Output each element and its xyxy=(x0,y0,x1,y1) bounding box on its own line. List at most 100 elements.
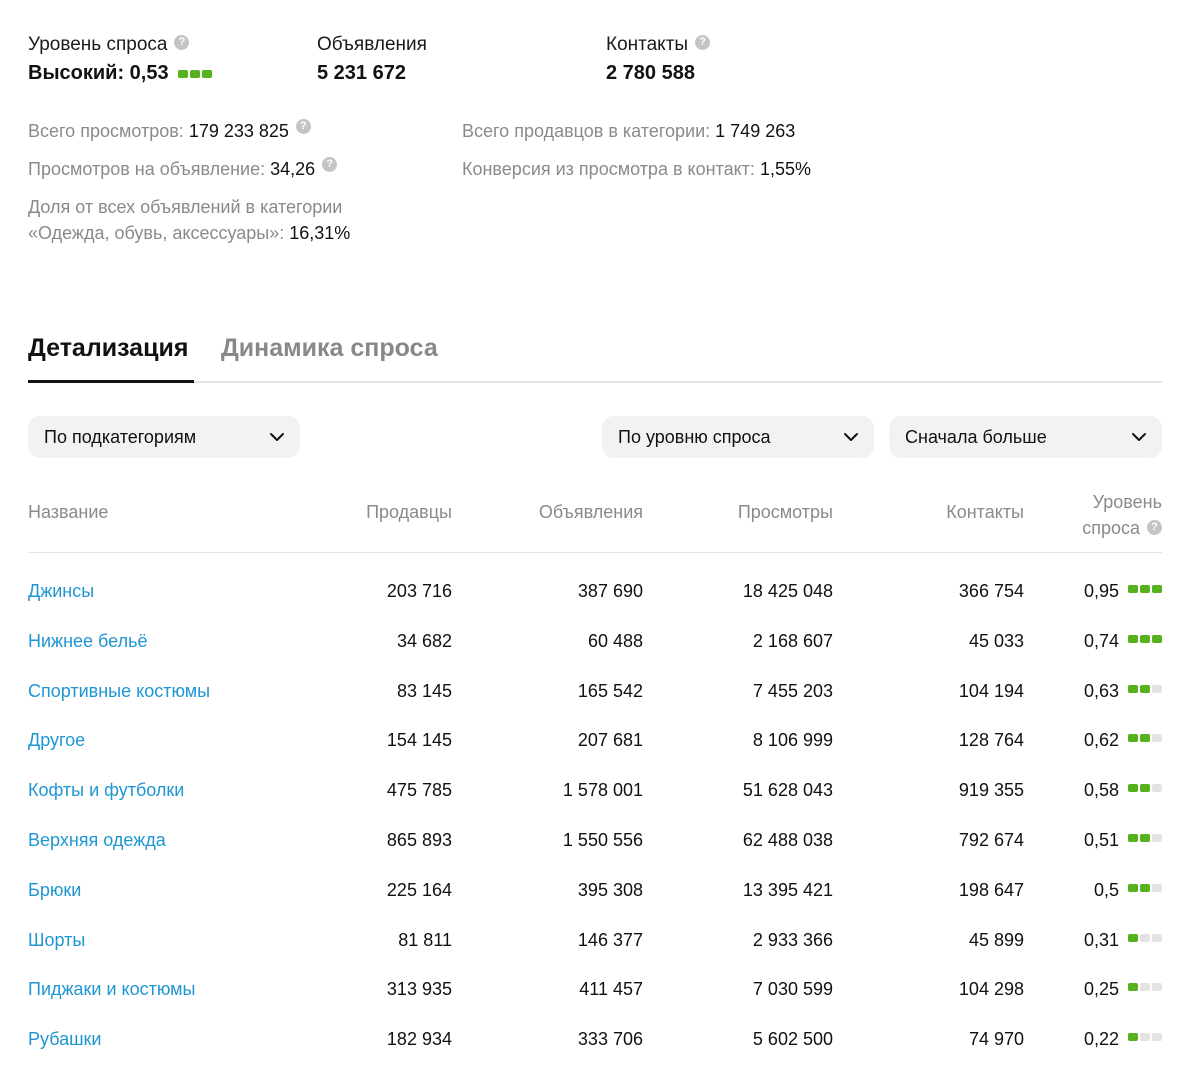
row-demand-indicator xyxy=(1128,734,1162,743)
row-listings: 1 578 001 xyxy=(562,780,643,801)
table-row: Верхняя одежда 865 893 1 550 556 62 488 … xyxy=(28,828,1162,878)
row-name-link[interactable]: Пиджаки и костюмы xyxy=(28,979,196,1000)
tab-details[interactable]: Детализация xyxy=(28,334,194,383)
row-demand-indicator xyxy=(1128,1033,1162,1042)
help-icon[interactable]: ? xyxy=(174,35,190,50)
row-contacts: 104 194 xyxy=(958,680,1024,701)
tab-demand-dynamics[interactable]: Динамика спроса xyxy=(221,334,438,362)
help-icon[interactable]: ? xyxy=(295,119,311,134)
demand-dot xyxy=(1128,1033,1138,1042)
row-sellers: 34 682 xyxy=(396,630,452,651)
row-demand-indicator xyxy=(1128,883,1162,892)
demand-summary: Уровень спроса? Высокий: 0,53 xyxy=(28,34,212,85)
row-views: 2 168 607 xyxy=(752,630,833,651)
column-header-sellers[interactable]: Продавцы xyxy=(366,502,452,522)
row-sellers: 182 934 xyxy=(386,1029,452,1050)
row-contacts: 45 033 xyxy=(968,630,1024,651)
row-demand-indicator xyxy=(1128,834,1162,842)
demand-dot xyxy=(1128,983,1138,992)
table-row: Кофты и футболки 475 785 1 578 001 51 62… xyxy=(28,778,1162,828)
demand-dot xyxy=(1128,734,1138,743)
row-listings: 146 377 xyxy=(577,929,643,950)
row-sellers: 83 145 xyxy=(396,680,452,701)
row-name-link[interactable]: Рубашки xyxy=(28,1029,102,1050)
help-icon[interactable]: ? xyxy=(695,35,711,50)
table-row: Брюки 225 164 395 308 13 395 421 198 647… xyxy=(28,878,1162,928)
row-listings: 1 550 556 xyxy=(562,830,643,850)
row-demand-value: 0,74 xyxy=(1083,630,1119,651)
demand-dot xyxy=(1152,634,1162,643)
table-row: Рубашки 182 934 333 706 5 602 500 74 970… xyxy=(28,1027,1162,1077)
row-name-link[interactable]: Брюки xyxy=(28,879,82,900)
column-header-views[interactable]: Просмотры xyxy=(737,502,833,522)
sort-field-select[interactable]: По уровню спроса xyxy=(602,416,874,458)
demand-dot xyxy=(1128,684,1138,693)
table-row: Шорты 81 811 146 377 2 933 366 45 899 0,… xyxy=(28,928,1162,978)
row-views: 51 628 043 xyxy=(742,780,833,801)
row-listings: 411 457 xyxy=(579,979,643,1000)
row-sellers: 865 893 xyxy=(386,830,452,850)
help-icon[interactable]: ? xyxy=(322,157,338,172)
row-contacts: 198 647 xyxy=(958,879,1024,900)
category-share-value: 16,31% xyxy=(289,223,351,243)
table-row: Нижнее бельё 34 682 60 488 2 168 607 45 … xyxy=(28,629,1162,679)
row-demand-indicator xyxy=(1128,585,1162,593)
row-demand-indicator xyxy=(1128,933,1162,942)
demand-label: Уровень спроса xyxy=(28,34,168,55)
help-icon[interactable]: ? xyxy=(1147,520,1162,535)
demand-dot xyxy=(1152,734,1162,743)
group-by-value: По подкатегориям xyxy=(44,427,197,447)
column-header-contacts[interactable]: Контакты xyxy=(946,502,1024,522)
demand-dot xyxy=(1128,834,1138,842)
row-name-link[interactable]: Спортивные костюмы xyxy=(28,680,211,701)
demand-dot xyxy=(201,69,212,78)
sort-order-select[interactable]: Сначала больше xyxy=(889,416,1162,458)
row-name-link[interactable]: Джинсы xyxy=(28,581,95,601)
contacts-label: Контакты xyxy=(606,34,689,55)
row-name-link[interactable]: Шорты xyxy=(28,929,86,950)
group-by-select[interactable]: По подкатегориям xyxy=(28,416,300,458)
demand-dot xyxy=(1152,585,1162,593)
demand-dot xyxy=(1128,585,1138,593)
demand-dot xyxy=(1140,684,1150,693)
demand-dot xyxy=(1152,784,1162,793)
table-row: Пиджаки и костюмы 313 935 411 457 7 030 … xyxy=(28,977,1162,1027)
table-row: Джинсы 203 716 387 690 18 425 048 366 75… xyxy=(28,579,1162,629)
row-name-link[interactable]: Верхняя одежда xyxy=(28,830,166,850)
listings-value: 5 231 672 xyxy=(317,62,406,84)
row-demand-value: 0,25 xyxy=(1083,979,1119,1000)
demand-dot xyxy=(1140,933,1150,942)
sort-order-value: Сначала больше xyxy=(905,427,1047,447)
row-listings: 207 681 xyxy=(577,730,643,751)
demand-dot xyxy=(1140,784,1150,793)
row-contacts: 74 970 xyxy=(968,1029,1024,1050)
row-views: 8 106 999 xyxy=(752,730,833,751)
row-name-link[interactable]: Другое xyxy=(28,730,86,751)
category-share-stat: Доля от всех объявлений в категории «Оде… xyxy=(28,197,351,243)
demand-dot xyxy=(1128,784,1138,793)
column-header-listings[interactable]: Объявления xyxy=(538,502,643,522)
row-demand-value: 0,5 xyxy=(1093,879,1119,900)
column-header-demand[interactable]: Уровень спроса? xyxy=(1082,492,1162,538)
row-name-link[interactable]: Нижнее бельё xyxy=(28,630,148,651)
column-header-name[interactable]: Название xyxy=(28,502,109,522)
row-demand-indicator xyxy=(1128,634,1162,643)
chevron-down-icon xyxy=(844,433,858,441)
row-demand-value: 0,51 xyxy=(1083,830,1119,850)
tab-bar: Детализация Динамика спроса xyxy=(28,334,1162,383)
table-row: Другое 154 145 207 681 8 106 999 128 764… xyxy=(28,728,1162,778)
row-views: 2 933 366 xyxy=(752,929,833,950)
listings-summary: Объявления 5 231 672 xyxy=(317,34,427,85)
demand-dot xyxy=(177,69,188,78)
row-contacts: 919 355 xyxy=(958,780,1024,801)
demand-dot xyxy=(1128,634,1138,643)
demand-dot xyxy=(1128,933,1138,942)
row-name-link[interactable]: Кофты и футболки xyxy=(28,780,185,801)
demand-dot xyxy=(1140,983,1150,992)
row-demand-value: 0,95 xyxy=(1083,581,1119,601)
row-contacts: 366 754 xyxy=(958,581,1024,601)
row-sellers: 154 145 xyxy=(386,730,452,751)
row-listings: 60 488 xyxy=(587,630,643,651)
row-demand-value: 0,31 xyxy=(1083,929,1119,950)
row-contacts: 792 674 xyxy=(958,830,1024,850)
